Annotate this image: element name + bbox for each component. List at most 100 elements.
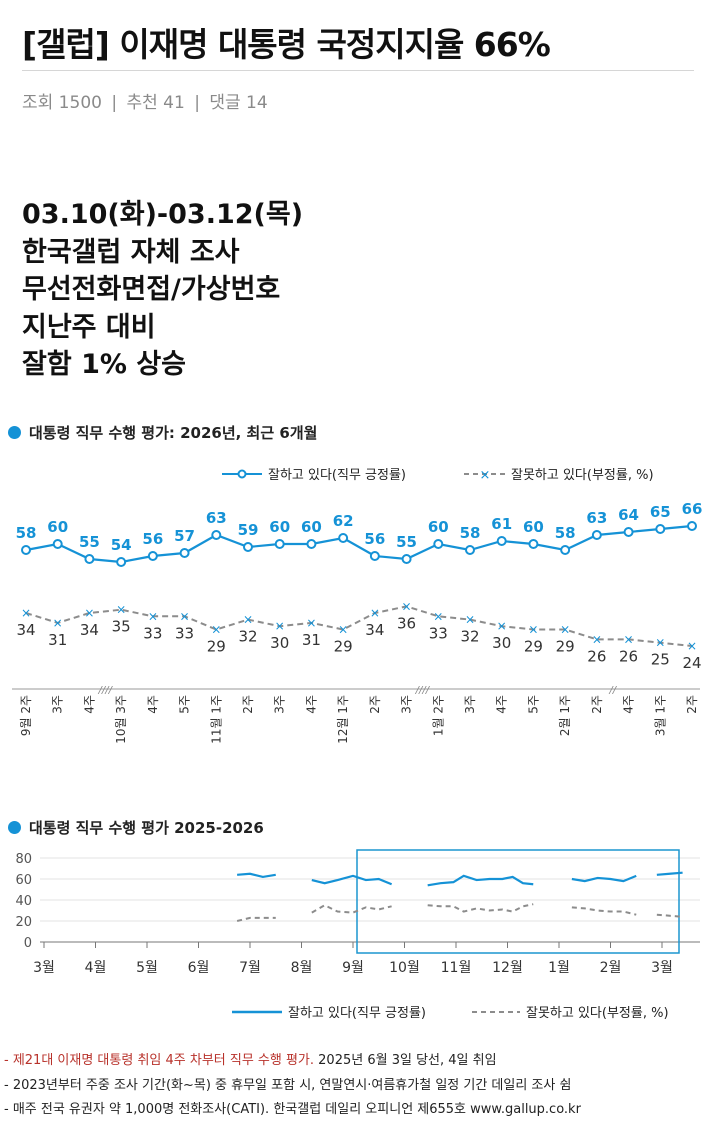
y-tick-label: 0 [24, 936, 32, 951]
approve-point [496, 536, 507, 546]
x-tick-label: 4주 [622, 695, 636, 714]
x-tick-label: 1월 [548, 960, 570, 976]
x-tick-label: 4월 [85, 960, 107, 976]
disapprove-data-label: 26 [587, 647, 606, 665]
disapprove-point: × [370, 606, 380, 620]
comment-count[interactable]: 댓글 14 [209, 93, 268, 113]
x-tick-label: 3주 [463, 695, 477, 714]
disapprove-data-label: 34 [365, 621, 384, 639]
chart1-title: 대통령 직무 수행 평가: 2026년, 최근 6개월 [29, 424, 318, 442]
footnotes: - 제21대 이재명 대통령 취임 4주 차부터 직무 수행 평가. 2025년… [4, 1049, 710, 1123]
x-tick-label: 9월 2주 [19, 695, 33, 736]
x-tick-label: 4주 [82, 695, 96, 714]
disapprove-point: × [148, 609, 158, 623]
axis-break-marker: //// [415, 685, 431, 696]
disapprove-point: × [53, 616, 63, 630]
approve-point [465, 545, 475, 555]
legend-disapprove-label: 잘못하고 있다(부정률, %) [526, 1006, 669, 1021]
weekly-approval-chart: 잘하고 있다(직무 긍정률) × 잘못하고 있다(부정률, %) 58 60 55 54 56… [12, 468, 703, 744]
recommend-count[interactable]: 추천 41 [126, 93, 185, 113]
x-tick-label: 2주 [685, 695, 699, 714]
post-title: [갤럽] 이재명 대통령 국정지지율 66% [22, 25, 551, 64]
approve-point [211, 530, 222, 540]
approve-trend-line [571, 874, 637, 883]
monthly-trend-chart: 0 20 40 60 80 3월 4월 5월 6월 7월 8월 9월 10월 11월 12월 1월 2월 3월잘하… [15, 849, 700, 1021]
disapprove-data-label: 33 [143, 624, 162, 642]
x-tick-label: 4주 [495, 695, 509, 714]
disapprove-series-line [25, 605, 693, 647]
approve-data-label: 54 [111, 536, 132, 554]
disapprove-point: × [655, 636, 665, 650]
disapprove-trend-line [656, 913, 683, 918]
approve-data-label: 60 [47, 518, 68, 536]
meta-separator: | [194, 93, 200, 113]
x-tick-label: 3월 [651, 960, 673, 976]
x-tick-label: 2월 1주 [558, 695, 572, 736]
post-meta: 조회 1500 | 추천 41 | 댓글 14 [22, 88, 268, 113]
x-tick-label: 5월 [136, 960, 158, 976]
x-tick-label: 4주 [304, 695, 318, 714]
x-tick-label: 7월 [239, 960, 261, 976]
body-line-change: 잘함 1% 상승 [22, 349, 186, 380]
x-tick-label: 3주 [273, 695, 287, 714]
legend-disapprove-label: 잘못하고 있다(부정률, %) [511, 468, 654, 483]
approve-data-label: 63 [206, 509, 227, 527]
y-tick-label: 40 [15, 894, 32, 909]
footnote-2: - 2023년부터 주중 조사 기간(화~목) 중 휴무일 포함 시, 연말연시… [4, 1077, 572, 1093]
disapprove-data-label: 29 [524, 638, 543, 656]
disapprove-point: × [687, 639, 697, 653]
approve-series-line [25, 524, 693, 564]
meta-separator: | [111, 93, 118, 113]
x-tick-label: 12월 1주 [336, 695, 350, 744]
disapprove-point: × [624, 632, 634, 646]
x-tick-label: 8월 [291, 960, 313, 976]
x-tick-label: 10월 [389, 960, 420, 976]
disapprove-point: × [180, 609, 190, 623]
body-line-method: 무선전화면접/가상번호 [22, 274, 281, 305]
x-tick-label: 2월 [600, 960, 622, 976]
approve-point [655, 524, 666, 534]
approve-data-label: 66 [682, 500, 703, 518]
disapprove-data-label: 26 [619, 647, 638, 665]
approve-point [21, 545, 31, 555]
disapprove-point: × [402, 599, 412, 613]
footnote-3[interactable]: - 매주 전국 유권자 약 1,000명 전화조사(CATI). 한국갤럽 데일… [4, 1102, 581, 1117]
disapprove-data-label: 35 [112, 618, 131, 636]
approve-data-label: 56 [142, 530, 163, 548]
x-tick-label: 9월 [342, 960, 364, 976]
bullet-dot-icon [8, 821, 21, 834]
disapprove-data-label: 30 [270, 634, 289, 652]
disapprove-point: × [84, 606, 94, 620]
disapprove-point: × [497, 619, 507, 633]
disapprove-point: × [592, 632, 602, 646]
disapprove-trend-line [236, 916, 276, 922]
approve-data-label: 65 [650, 503, 671, 521]
disapprove-point: × [243, 613, 253, 627]
disapprove-point: × [21, 606, 31, 620]
approve-trend-line [656, 871, 683, 876]
disapprove-data-label: 33 [175, 624, 194, 642]
disapprove-data-label: 32 [238, 628, 257, 646]
axis-break-marker: //// [98, 685, 114, 696]
approve-point [687, 521, 697, 531]
approve-trend-line [311, 874, 393, 886]
approve-point [84, 554, 95, 564]
approve-data-label: 60 [269, 518, 290, 536]
approve-point [369, 551, 380, 561]
chart1-heading: 대통령 직무 수행 평가: 2026년, 최근 6개월 [8, 422, 317, 443]
legend-disapprove-marker: × [480, 468, 491, 483]
approve-point [306, 539, 317, 549]
legend-approve-label: 잘하고 있다(직무 긍정률) [268, 468, 406, 483]
disapprove-point: × [528, 623, 538, 637]
disapprove-data-label: 29 [207, 638, 226, 656]
footnote-highlight: - 제21대 이재명 대통령 취임 4주 차부터 직무 수행 평가. [4, 1053, 315, 1068]
disapprove-trend-line [427, 903, 534, 913]
x-tick-label: 3주 [51, 695, 65, 714]
disapprove-data-label: 25 [651, 651, 670, 669]
disapprove-data-label: 29 [334, 638, 353, 656]
approve-point [401, 554, 412, 564]
approve-point [623, 527, 634, 537]
disapprove-data-label: 34 [16, 621, 35, 639]
disapprove-point: × [275, 619, 285, 633]
approve-data-label: 58 [16, 524, 37, 542]
